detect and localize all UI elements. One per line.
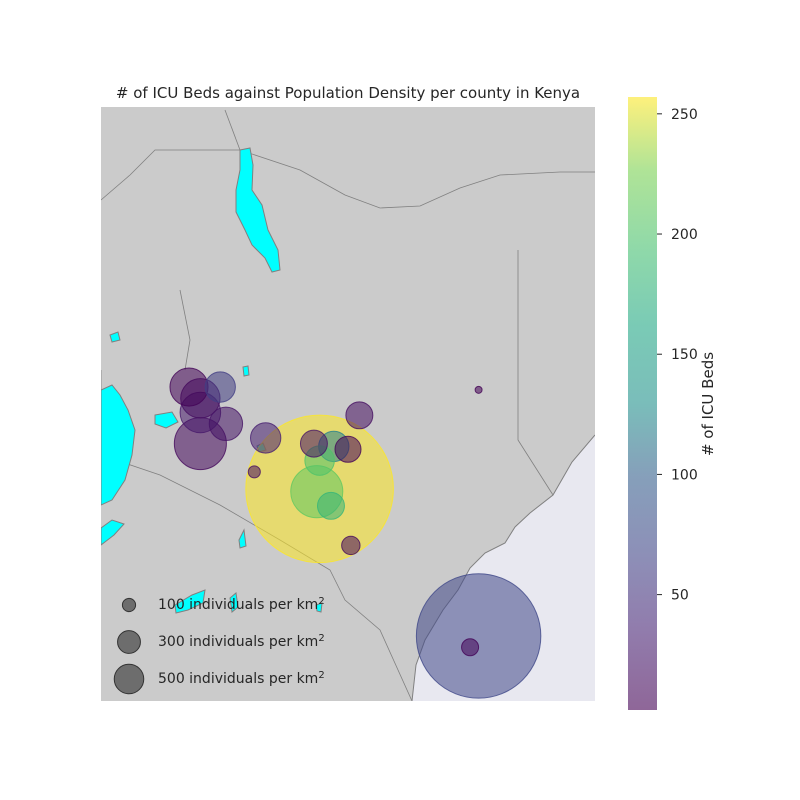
county-point — [415, 573, 542, 699]
county-point — [316, 491, 345, 520]
lakes — [101, 147, 323, 614]
lake-small-east — [315, 602, 323, 613]
county-point — [204, 371, 236, 403]
colorbar-ticks: 50 100 150 200 250 — [657, 107, 698, 604]
lake-baringo — [242, 365, 250, 377]
size-legend-marker — [121, 597, 137, 613]
county-point — [341, 535, 361, 556]
lake-magadi — [238, 528, 247, 549]
size-legend: 100 individuals per km2 300 individuals p… — [113, 596, 325, 695]
lake-victoria-gulf — [154, 411, 179, 429]
county-point — [299, 429, 328, 458]
colorbar-tick-label: 150 — [671, 347, 698, 363]
county-point — [345, 401, 374, 430]
lake-victoria — [101, 384, 136, 506]
map-area — [101, 107, 595, 701]
colorbar-tick-label: 50 — [671, 588, 689, 604]
lake-small-north — [109, 331, 121, 343]
chart-title: # of ICU Beds against Population Density… — [116, 84, 580, 102]
size-legend-marker — [113, 663, 145, 695]
county-point — [247, 465, 261, 479]
lake-turkana — [235, 147, 281, 273]
colorbar-tick-label: 100 — [671, 467, 698, 483]
county-point — [334, 435, 362, 463]
colorbar — [628, 97, 657, 710]
county-point — [461, 638, 480, 657]
colorbar-label: # of ICU Beds — [699, 352, 717, 456]
county-point — [474, 385, 483, 394]
lake-jipe — [174, 589, 206, 614]
size-legend-label: 500 individuals per km2 — [158, 670, 325, 688]
colorbar-tick-label: 200 — [671, 227, 698, 243]
county-point — [169, 367, 209, 407]
size-legend-label: 300 individuals per km2 — [158, 633, 325, 651]
colorbar-tick-label: 250 — [671, 107, 698, 123]
county-point — [208, 406, 244, 441]
size-legend-marker — [117, 630, 141, 654]
lake-chala — [229, 592, 239, 613]
lake-southwest — [101, 519, 125, 546]
size-legend-label: 100 individuals per km2 — [158, 596, 325, 614]
data-points — [169, 367, 542, 699]
county-point — [250, 422, 282, 454]
